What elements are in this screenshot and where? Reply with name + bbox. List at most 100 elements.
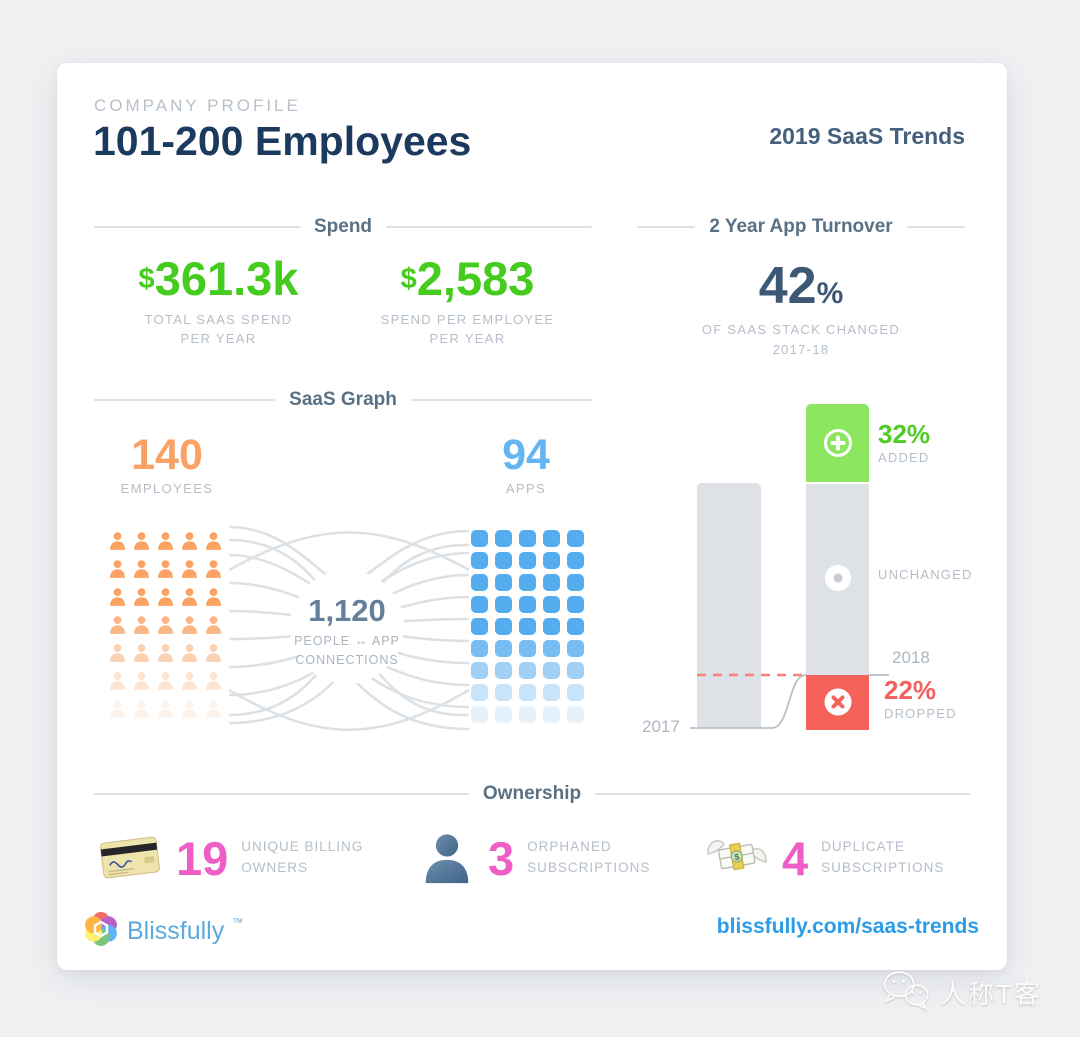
year-label-2018: 2018 <box>892 648 930 667</box>
currency-symbol: $ <box>138 263 155 295</box>
person-icon <box>205 559 222 587</box>
employees-stat: 140 EMPLOYEES <box>87 431 247 497</box>
dropped-label: DROPPED <box>884 706 957 722</box>
app-icon <box>567 662 584 679</box>
person-icon <box>205 615 222 643</box>
stat-label: SPEND PER EMPLOYEE <box>380 311 555 327</box>
app-icon <box>567 640 584 657</box>
saas-graph-section-header: SaaS Graph <box>94 386 592 414</box>
person-icon <box>157 671 174 699</box>
person-icon <box>109 615 126 643</box>
app-icon <box>471 552 488 569</box>
person-icon <box>181 559 198 587</box>
app-icon <box>543 574 560 591</box>
app-icon <box>543 618 560 635</box>
app-icon <box>567 552 584 569</box>
blissfully-flower-icon <box>83 911 119 952</box>
person-icon <box>181 699 198 727</box>
icon-grid-row <box>109 531 222 559</box>
app-icon <box>543 640 560 657</box>
person-icon <box>157 531 174 559</box>
blissfully-logo: Blissfully ™ <box>83 911 243 952</box>
eyebrow-label: COMPANY PROFILE <box>94 96 301 115</box>
section-title-spend: Spend <box>313 216 373 237</box>
person-icon <box>133 559 150 587</box>
person-icon <box>205 587 222 615</box>
icon-grid-row <box>471 706 584 728</box>
brand-name: Blissfully <box>127 917 225 945</box>
person-icon <box>181 531 198 559</box>
person-icon <box>205 531 222 559</box>
svg-text:$: $ <box>733 852 740 863</box>
app-icon <box>567 706 584 723</box>
app-icon <box>519 552 536 569</box>
person-icon <box>109 587 126 615</box>
report-name: 2019 SaaS Trends <box>769 123 965 149</box>
dropped-percent: 22% <box>884 675 937 705</box>
divider-line <box>410 399 592 401</box>
stat-label: PER YEAR <box>180 331 257 347</box>
added-percent: 32% <box>878 419 931 449</box>
icon-grid-row <box>471 662 584 684</box>
legend-added: 32% ADDED <box>878 419 931 466</box>
person-icon <box>109 643 126 671</box>
stat-label: PER YEAR <box>429 331 506 347</box>
trademark-symbol: ™ <box>232 916 244 929</box>
app-icon <box>471 618 488 635</box>
added-label: ADDED <box>878 450 930 466</box>
app-icon <box>543 684 560 701</box>
app-icon <box>495 618 512 635</box>
legend-dropped: 22% DROPPED <box>884 675 957 722</box>
divider-line <box>94 793 469 795</box>
person-icon <box>109 531 126 559</box>
divider-line <box>386 226 592 228</box>
wechat-icon <box>880 968 932 1017</box>
credit-card-icon <box>97 831 163 885</box>
app-icon <box>519 618 536 635</box>
connections-label: PEOPLE ↔ APP <box>294 634 400 648</box>
connections-stat: 1,120 PEOPLE ↔ APP CONNECTIONS <box>272 593 422 670</box>
per-employee-spend-value: 2,583 <box>416 252 535 305</box>
connections-label: CONNECTIONS <box>295 652 399 667</box>
spend-per-employee-stat: $2,583 SPEND PER EMPLOYEE PER YEAR <box>343 253 592 349</box>
employees-label: EMPLOYEES <box>120 481 214 497</box>
report-url-link[interactable]: blissfully.com/saas-trends <box>716 915 979 938</box>
unique-billing-owners-item: 19 UNIQUE BILLING OWNERS <box>97 815 363 901</box>
app-icon <box>495 552 512 569</box>
apps-icon-grid <box>471 530 584 728</box>
person-icon <box>181 671 198 699</box>
person-icon <box>205 671 222 699</box>
icon-grid-row <box>109 615 222 643</box>
employees-icon-grid <box>109 531 222 727</box>
person-icon <box>133 643 150 671</box>
app-icon <box>543 552 560 569</box>
duplicate-count: 4 <box>782 831 809 885</box>
orphaned-subscriptions-item: 3 ORPHANED SUBSCRIPTIONS <box>419 815 650 901</box>
app-icon <box>471 662 488 679</box>
icon-grid-row <box>471 596 584 618</box>
duplicate-subscriptions-item: $ 4 DUPLICATE SUBSCRIPTIONS <box>705 815 944 901</box>
app-icon <box>567 684 584 701</box>
app-icon <box>495 574 512 591</box>
total-saas-spend-stat: $361.3k TOTAL SAAS SPEND PER YEAR <box>94 253 343 349</box>
spend-section-header: Spend <box>94 213 592 241</box>
employees-value: 140 <box>131 431 203 479</box>
person-icon <box>133 531 150 559</box>
percent-symbol: % <box>816 277 844 310</box>
turnover-bar-chart: 32% ADDED UNCHANGED 22% DROPPED 2017 201… <box>632 393 992 753</box>
segment-gap <box>806 482 869 484</box>
stat-label: TOTAL SAAS SPEND <box>144 311 293 327</box>
icon-grid-row <box>471 684 584 706</box>
app-icon <box>567 530 584 547</box>
app-icon <box>519 596 536 613</box>
person-icon <box>157 559 174 587</box>
app-icon <box>471 596 488 613</box>
billing-owners-count: 19 <box>176 831 229 885</box>
divider-line <box>637 226 696 228</box>
person-icon <box>181 643 198 671</box>
app-icon <box>495 706 512 723</box>
spend-stats: $361.3k TOTAL SAAS SPEND PER YEAR $2,583 … <box>94 253 592 349</box>
person-icon <box>109 671 126 699</box>
app-icon <box>495 662 512 679</box>
person-icon <box>181 615 198 643</box>
